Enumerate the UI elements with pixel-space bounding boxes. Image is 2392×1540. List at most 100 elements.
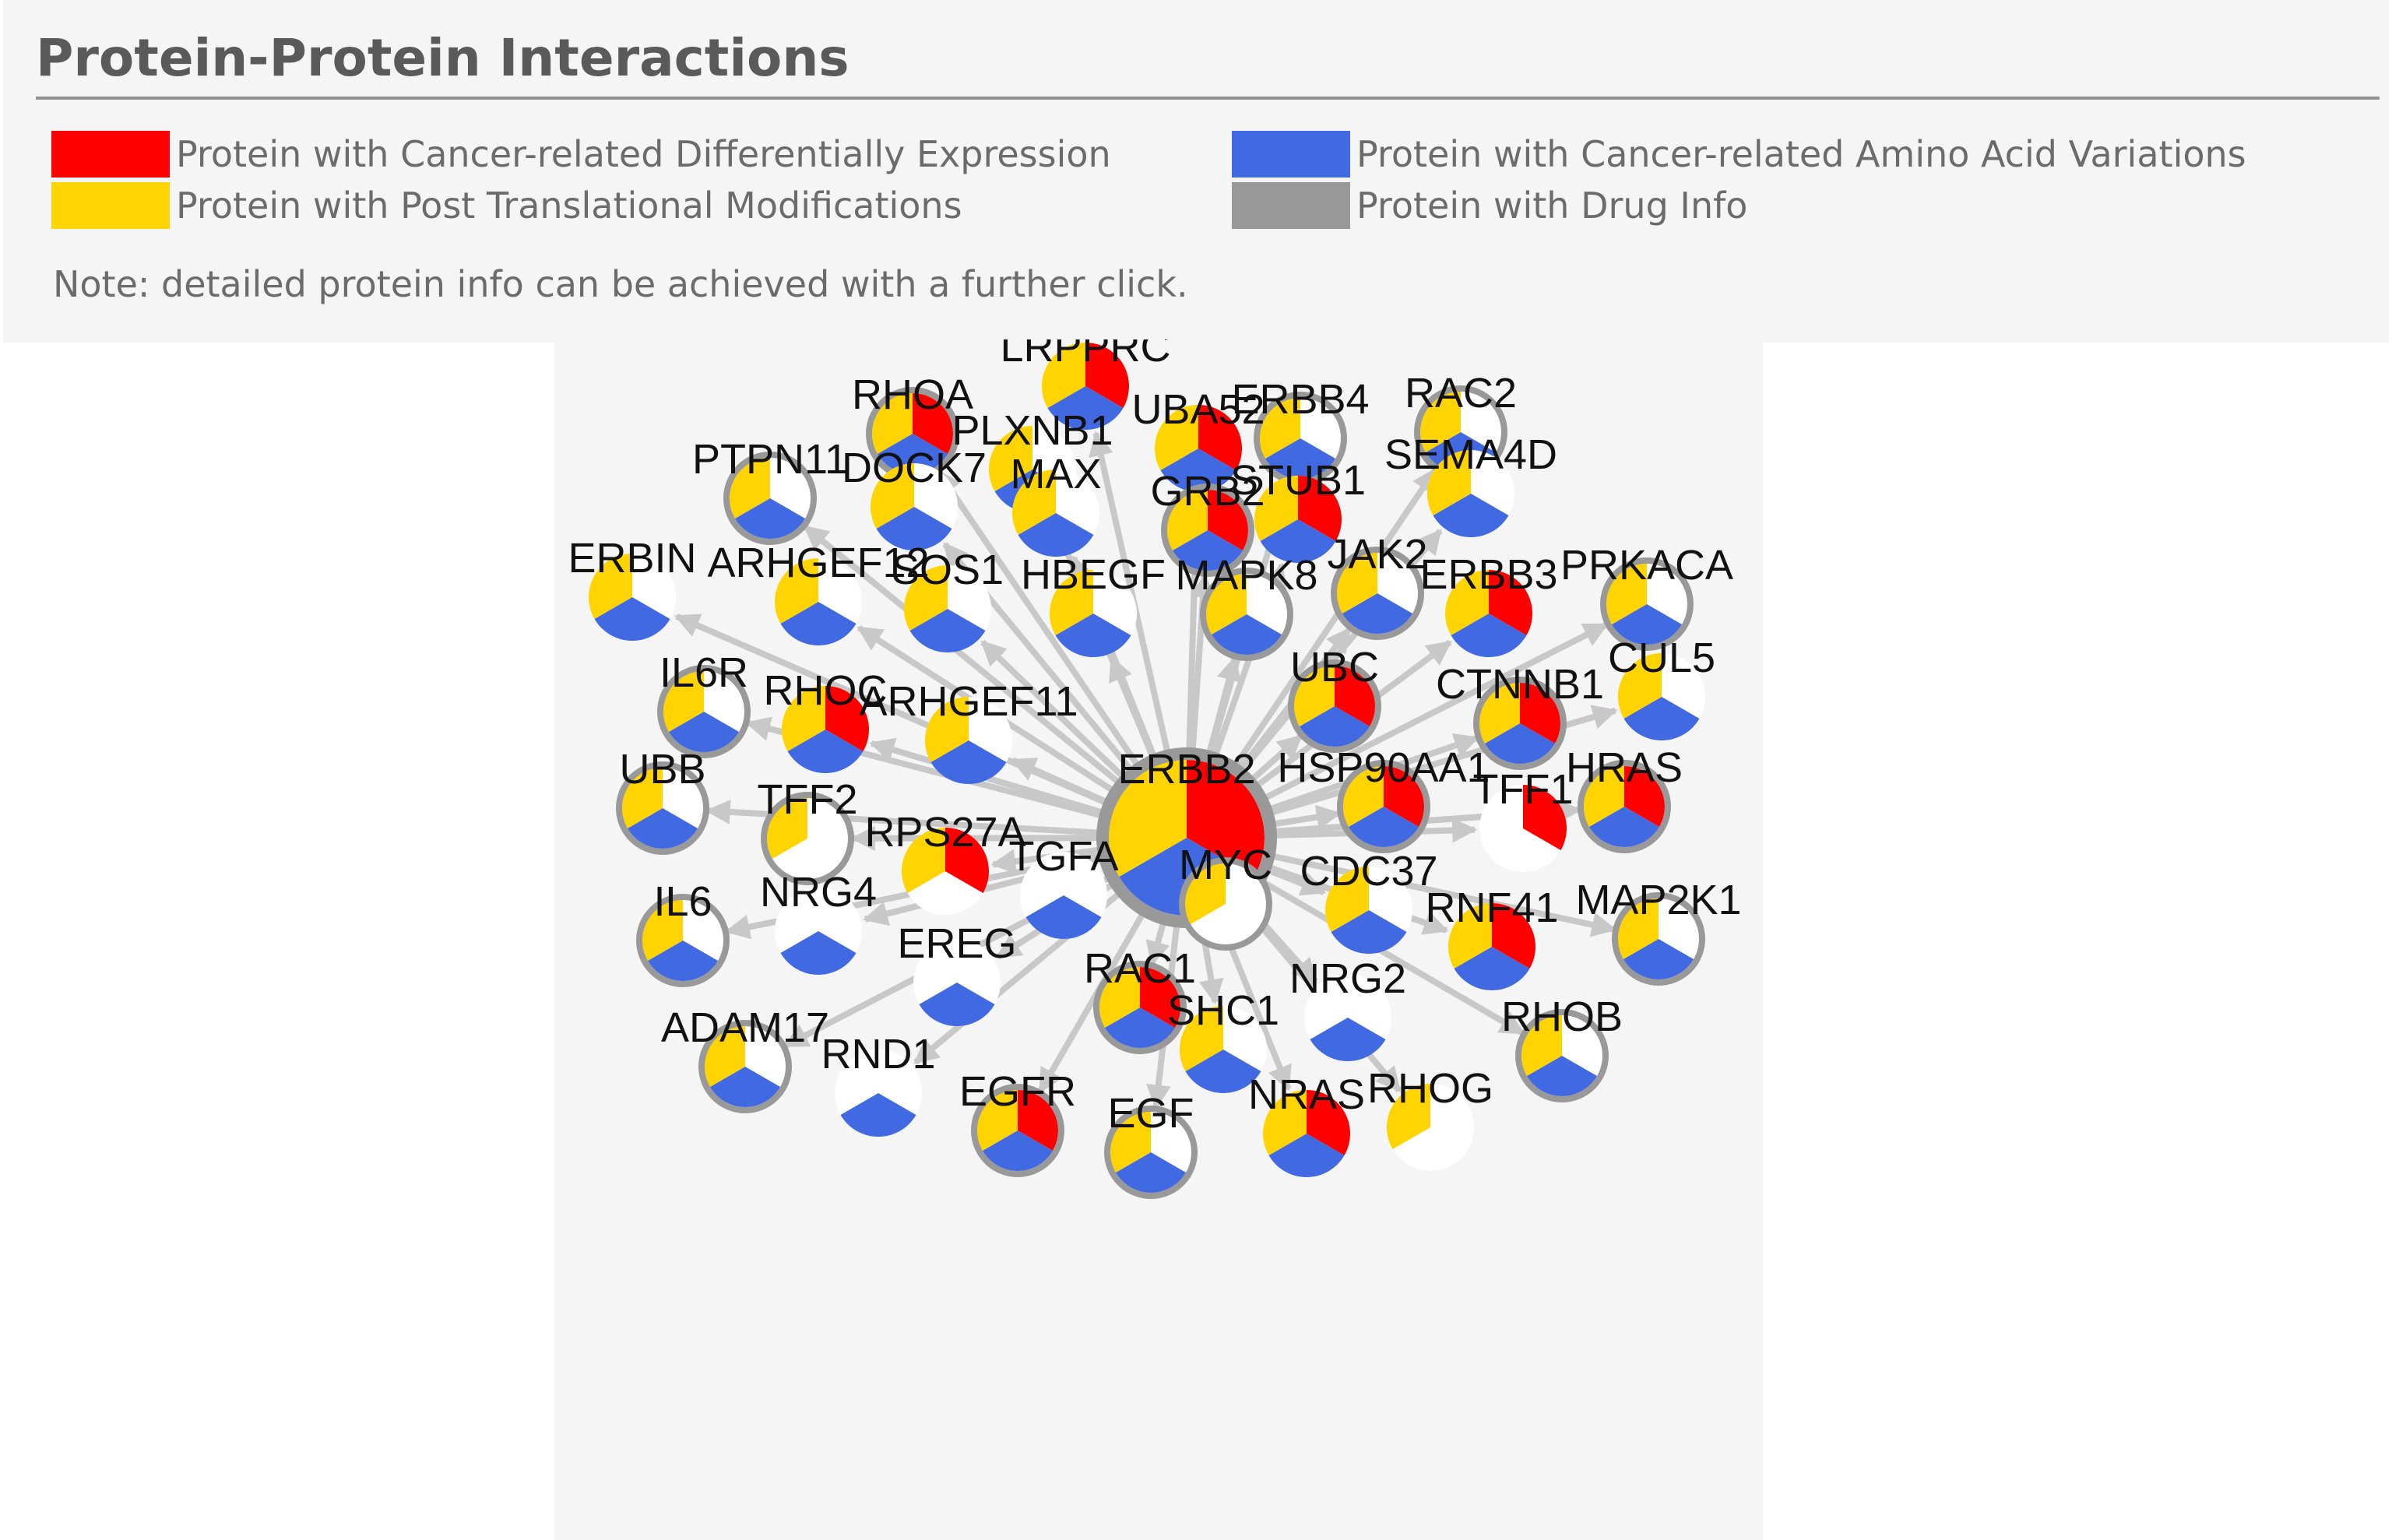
node-jak2[interactable] <box>1331 547 1424 640</box>
node-label-rhog[interactable]: RHOG <box>1367 1065 1493 1112</box>
node-rac1[interactable] <box>1093 961 1187 1054</box>
node-ereg[interactable] <box>913 939 1001 1027</box>
node-label-ubc[interactable]: UBC <box>1290 644 1379 691</box>
node-label-uba52[interactable]: UBA52 <box>1131 386 1265 433</box>
node-label-mapk8[interactable]: MAPK8 <box>1175 552 1317 599</box>
edge-erbb2-egfr <box>1037 906 1149 1094</box>
node-myc[interactable] <box>1179 857 1272 951</box>
node-label-arhgef11[interactable]: ARHGEF11 <box>859 678 1078 725</box>
node-label-nrg4[interactable]: NRG4 <box>760 869 877 916</box>
node-rnf41[interactable] <box>1448 903 1535 990</box>
node-label-nras[interactable]: NRAS <box>1248 1071 1365 1118</box>
node-prkaca[interactable] <box>1600 557 1694 651</box>
node-uba52[interactable] <box>1155 405 1243 492</box>
node-label-egf[interactable]: EGF <box>1107 1090 1194 1137</box>
node-sos1[interactable] <box>904 565 991 653</box>
node-label-tff1[interactable]: TFF1 <box>1473 766 1574 813</box>
node-label-rhoc[interactable]: RHOC <box>764 667 888 714</box>
node-rhog[interactable] <box>1386 1084 1474 1171</box>
node-ubc[interactable] <box>1288 659 1381 753</box>
node-hras[interactable] <box>1578 760 1671 853</box>
node-ubb[interactable] <box>616 761 709 855</box>
node-il6[interactable] <box>636 894 730 987</box>
node-label-tff2[interactable]: TFF2 <box>758 776 858 823</box>
node-arhgef12[interactable] <box>775 558 862 646</box>
node-label-sos1[interactable]: SOS1 <box>892 547 1004 593</box>
node-label-grb2[interactable]: GRB2 <box>1150 468 1265 515</box>
node-label-hras[interactable]: HRAS <box>1566 744 1683 791</box>
node-tff2[interactable] <box>761 792 854 885</box>
node-label-plxnb1[interactable]: PLXNB1 <box>952 407 1113 454</box>
node-mapk8[interactable] <box>1200 568 1293 661</box>
node-tgfa[interactable] <box>1020 852 1107 939</box>
node-lrpprc[interactable] <box>1042 343 1129 430</box>
node-dock7[interactable] <box>871 463 958 550</box>
node-label-erbb2[interactable]: ERBB2 <box>1117 746 1255 793</box>
node-rnd1[interactable] <box>835 1050 922 1137</box>
node-label-rhob[interactable]: RHOB <box>1501 993 1623 1040</box>
node-adam17[interactable] <box>698 1020 792 1113</box>
node-label-prkaca[interactable]: PRKACA <box>1560 542 1733 589</box>
node-sema4d[interactable] <box>1427 450 1514 538</box>
node-hsp90aa1[interactable] <box>1337 760 1430 853</box>
node-label-rac1[interactable]: RAC1 <box>1084 945 1196 992</box>
node-label-jak2[interactable]: JAK2 <box>1327 531 1427 578</box>
node-label-adam17[interactable]: ADAM17 <box>661 1004 829 1051</box>
node-label-egfr[interactable]: EGFR <box>959 1068 1076 1115</box>
edge-erbb2-prkaca <box>1257 621 1609 804</box>
node-ctnnb1[interactable] <box>1473 677 1567 770</box>
node-label-sema4d[interactable]: SEMA4D <box>1384 431 1557 478</box>
node-rhoc[interactable] <box>782 686 869 774</box>
node-label-il6[interactable]: IL6 <box>653 878 712 925</box>
node-label-shc1[interactable]: SHC1 <box>1167 987 1279 1034</box>
node-cul5[interactable] <box>1618 653 1705 741</box>
node-il6r[interactable] <box>657 665 751 758</box>
node-label-rnd1[interactable]: RND1 <box>821 1031 935 1078</box>
node-ptpn11[interactable] <box>723 452 817 545</box>
node-label-rac2[interactable]: RAC2 <box>1405 370 1517 417</box>
node-label-erbb4[interactable]: ERBB4 <box>1231 376 1369 423</box>
node-label-erbb3[interactable]: ERBB3 <box>1419 551 1557 598</box>
node-stub1[interactable] <box>1254 476 1342 564</box>
node-label-erbin[interactable]: ERBIN <box>568 535 696 582</box>
node-shc1[interactable] <box>1180 1006 1267 1093</box>
node-egfr[interactable] <box>971 1084 1064 1177</box>
node-label-map2k1[interactable]: MAP2K1 <box>1575 877 1741 923</box>
node-label-cdc37[interactable]: CDC37 <box>1300 848 1437 895</box>
node-egf[interactable] <box>1104 1106 1198 1199</box>
node-hbegf[interactable] <box>1050 570 1137 658</box>
node-label-hsp90aa1[interactable]: HSP90AA1 <box>1277 744 1490 791</box>
node-erbin[interactable] <box>589 554 676 641</box>
node-nras[interactable] <box>1263 1090 1351 1177</box>
node-label-ctnnb1[interactable]: CTNNB1 <box>1436 661 1604 708</box>
node-rps27a[interactable] <box>902 828 989 915</box>
node-label-tgfa[interactable]: TGFA <box>1008 833 1118 880</box>
node-max[interactable] <box>1012 469 1099 557</box>
node-arhgef11[interactable] <box>925 697 1012 785</box>
node-label-max[interactable]: MAX <box>1010 451 1101 498</box>
node-tff1[interactable] <box>1479 785 1567 872</box>
edge-erbb2-mapk8 <box>1205 655 1241 761</box>
node-label-rps27a[interactable]: RPS27A <box>864 809 1025 856</box>
node-label-ereg[interactable]: EREG <box>897 920 1016 967</box>
node-label-arhgef12[interactable]: ARHGEF12 <box>707 540 929 586</box>
node-nrg4[interactable] <box>775 888 862 976</box>
node-label-hbegf[interactable]: HBEGF <box>1021 551 1166 598</box>
node-label-lrpprc[interactable]: LRPPRC <box>1000 339 1170 371</box>
node-label-ubb[interactable]: UBB <box>619 746 705 793</box>
node-label-ptpn11[interactable]: PTPN11 <box>692 436 848 483</box>
node-grb2[interactable] <box>1161 483 1254 577</box>
node-nrg2[interactable] <box>1304 974 1391 1061</box>
node-erbb3[interactable] <box>1445 570 1532 658</box>
node-rhob[interactable] <box>1515 1009 1609 1102</box>
node-label-rnf41[interactable]: RNF41 <box>1425 884 1558 931</box>
node-label-il6r[interactable]: IL6R <box>660 649 748 696</box>
node-label-stub1[interactable]: STUB1 <box>1230 457 1366 504</box>
node-label-dock7[interactable]: DOCK7 <box>842 445 987 491</box>
node-map2k1[interactable] <box>1612 892 1705 986</box>
node-cdc37[interactable] <box>1325 867 1412 954</box>
node-label-rhoa[interactable]: RHOA <box>852 371 973 418</box>
node-label-myc[interactable]: MYC <box>1179 842 1272 888</box>
node-label-nrg2[interactable]: NRG2 <box>1289 955 1406 1002</box>
node-label-cul5[interactable]: CUL5 <box>1608 635 1715 681</box>
